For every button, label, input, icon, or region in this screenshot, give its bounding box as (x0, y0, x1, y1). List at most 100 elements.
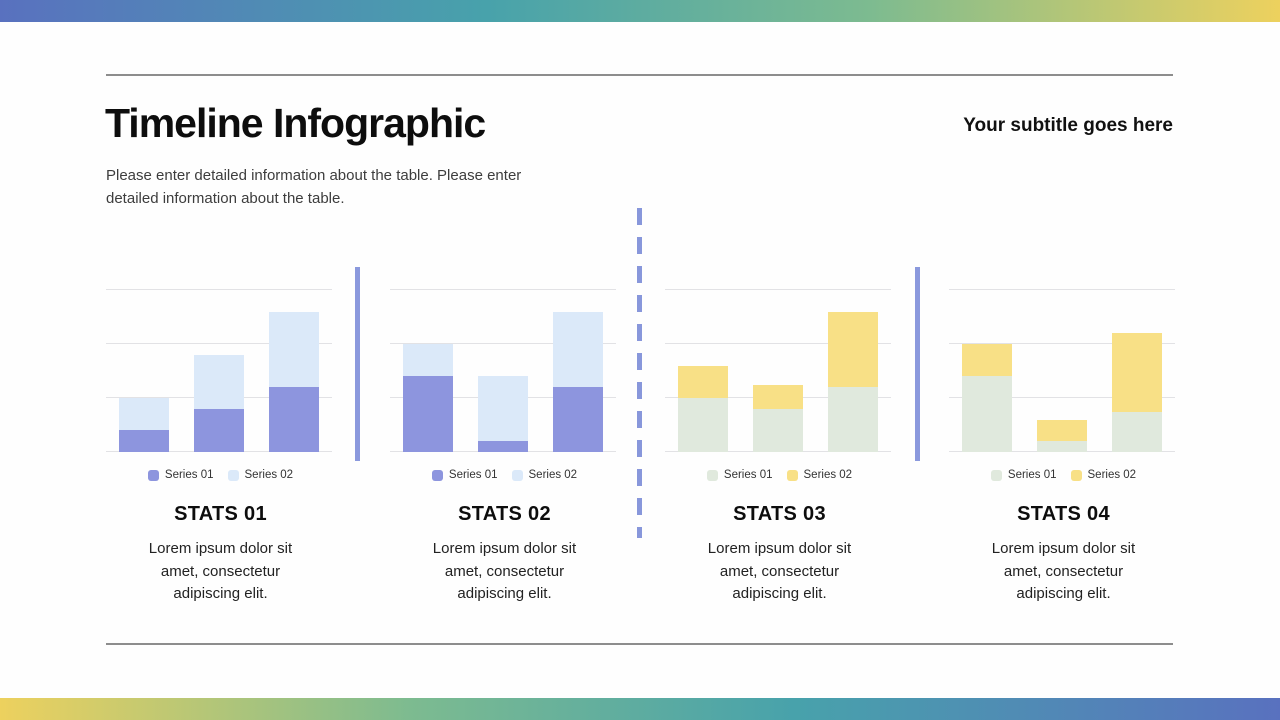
page-title: Timeline Infographic (105, 100, 486, 146)
gridline (949, 343, 1175, 344)
legend-item-series-02: Series 02 (786, 469, 853, 481)
stats-text: Lorem ipsum dolor sit amet, consectetur … (707, 540, 852, 602)
bar-group-1 (962, 344, 1012, 452)
series-02-swatch (511, 469, 523, 481)
legend-item-series-02: Series 02 (511, 469, 578, 481)
legend-label: Series 02 (528, 469, 578, 481)
legend-label: Series 02 (803, 469, 853, 481)
top-gradient-bar (0, 0, 1280, 22)
bar-chart-stats-01 (106, 289, 332, 452)
legend-item-series-01: Series 01 (431, 469, 498, 481)
chart-legend: Series 01 Series 02 (384, 469, 625, 481)
bar-segment-series-01 (478, 441, 528, 452)
series-02-swatch (227, 469, 239, 481)
bar-row (949, 333, 1175, 452)
series-02-swatch (786, 469, 798, 481)
stats-column-2: Series 01 Series 02 STATS 02 Lorem ipsum… (384, 289, 625, 606)
bar-group-2 (753, 384, 803, 452)
chart-legend: Series 01 Series 02 (100, 469, 341, 481)
legend-label: Series 01 (164, 469, 214, 481)
bar-segment-series-02 (828, 311, 878, 388)
stats-title: STATS 03 (733, 503, 826, 525)
gridline (106, 289, 332, 290)
bar-segment-series-02 (194, 354, 244, 409)
stats-text: Lorem ipsum dolor sit amet, consectetur … (432, 540, 577, 602)
bar-segment-series-01 (194, 408, 244, 452)
gridline (106, 343, 332, 344)
bar-segment-series-02 (269, 311, 319, 388)
bar-row (106, 311, 332, 452)
timeline-divider-solid-2 (915, 267, 920, 461)
bar-group-3 (1112, 333, 1162, 452)
stats-title: STATS 01 (174, 503, 267, 525)
bar-segment-series-02 (119, 398, 169, 431)
legend-label: Series 02 (1087, 469, 1137, 481)
bar-chart-stats-04 (949, 289, 1175, 452)
footer-rule (106, 643, 1173, 645)
bar-segment-series-02 (1037, 419, 1087, 442)
bottom-gradient-bar (0, 698, 1280, 720)
gridline (390, 343, 616, 344)
bar-group-2 (194, 354, 244, 452)
chart-legend: Series 01 Series 02 (659, 469, 900, 481)
timeline-divider-dashed-center (637, 208, 642, 538)
bar-group-3 (269, 311, 319, 452)
gridline (949, 397, 1175, 398)
legend-label: Series 02 (244, 469, 294, 481)
page-description: Please enter detailed information about … (106, 167, 522, 207)
gridline (665, 289, 891, 290)
bar-segment-series-01 (403, 376, 453, 452)
legend-item-series-01: Series 01 (147, 469, 214, 481)
bar-segment-series-02 (478, 376, 528, 442)
legend-label: Series 01 (448, 469, 498, 481)
series-01-swatch (431, 469, 443, 481)
bar-segment-series-01 (1112, 411, 1162, 452)
bar-segment-series-01 (269, 387, 319, 452)
bar-row (665, 311, 891, 452)
legend-label: Series 01 (1007, 469, 1057, 481)
bar-chart-stats-03 (665, 289, 891, 452)
legend-item-series-01: Series 01 (990, 469, 1057, 481)
stats-text: Lorem ipsum dolor sit amet, consectetur … (991, 540, 1136, 602)
bar-group-3 (553, 311, 603, 452)
bar-segment-series-02 (753, 384, 803, 409)
bar-row (390, 311, 616, 452)
legend-item-series-01: Series 01 (706, 469, 773, 481)
bar-segment-series-02 (678, 365, 728, 398)
bar-group-1 (403, 344, 453, 452)
stats-column-4: Series 01 Series 02 STATS 04 Lorem ipsum… (943, 289, 1184, 606)
timeline-divider-solid-1 (355, 267, 360, 461)
bar-group-1 (678, 365, 728, 452)
legend-label: Series 01 (723, 469, 773, 481)
chart-legend: Series 01 Series 02 (943, 469, 1184, 481)
header-rule (106, 74, 1173, 76)
bar-segment-series-02 (553, 311, 603, 388)
bar-chart-stats-02 (390, 289, 616, 452)
series-01-swatch (147, 469, 159, 481)
bar-segment-series-01 (962, 376, 1012, 452)
bar-segment-series-01 (753, 408, 803, 452)
bar-segment-series-01 (119, 430, 169, 452)
gridline (949, 289, 1175, 290)
stats-column-1: Series 01 Series 02 STATS 01 Lorem ipsum… (100, 289, 341, 606)
gridline (665, 343, 891, 344)
series-02-swatch (1070, 469, 1082, 481)
gridline (390, 289, 616, 290)
bar-segment-series-01 (553, 387, 603, 452)
stats-text: Lorem ipsum dolor sit amet, consectetur … (148, 540, 293, 602)
bar-segment-series-01 (1037, 441, 1087, 452)
bar-group-1 (119, 398, 169, 452)
stats-title: STATS 02 (458, 503, 551, 525)
legend-item-series-02: Series 02 (227, 469, 294, 481)
bar-segment-series-01 (828, 387, 878, 452)
bar-segment-series-02 (962, 344, 1012, 377)
legend-item-series-02: Series 02 (1070, 469, 1137, 481)
stats-title: STATS 04 (1017, 503, 1110, 525)
bar-segment-series-02 (403, 344, 453, 377)
bar-segment-series-01 (678, 398, 728, 452)
bar-group-2 (1037, 419, 1087, 452)
series-01-swatch (990, 469, 1002, 481)
bar-group-2 (478, 376, 528, 452)
page-subtitle: Your subtitle goes here (963, 115, 1173, 136)
